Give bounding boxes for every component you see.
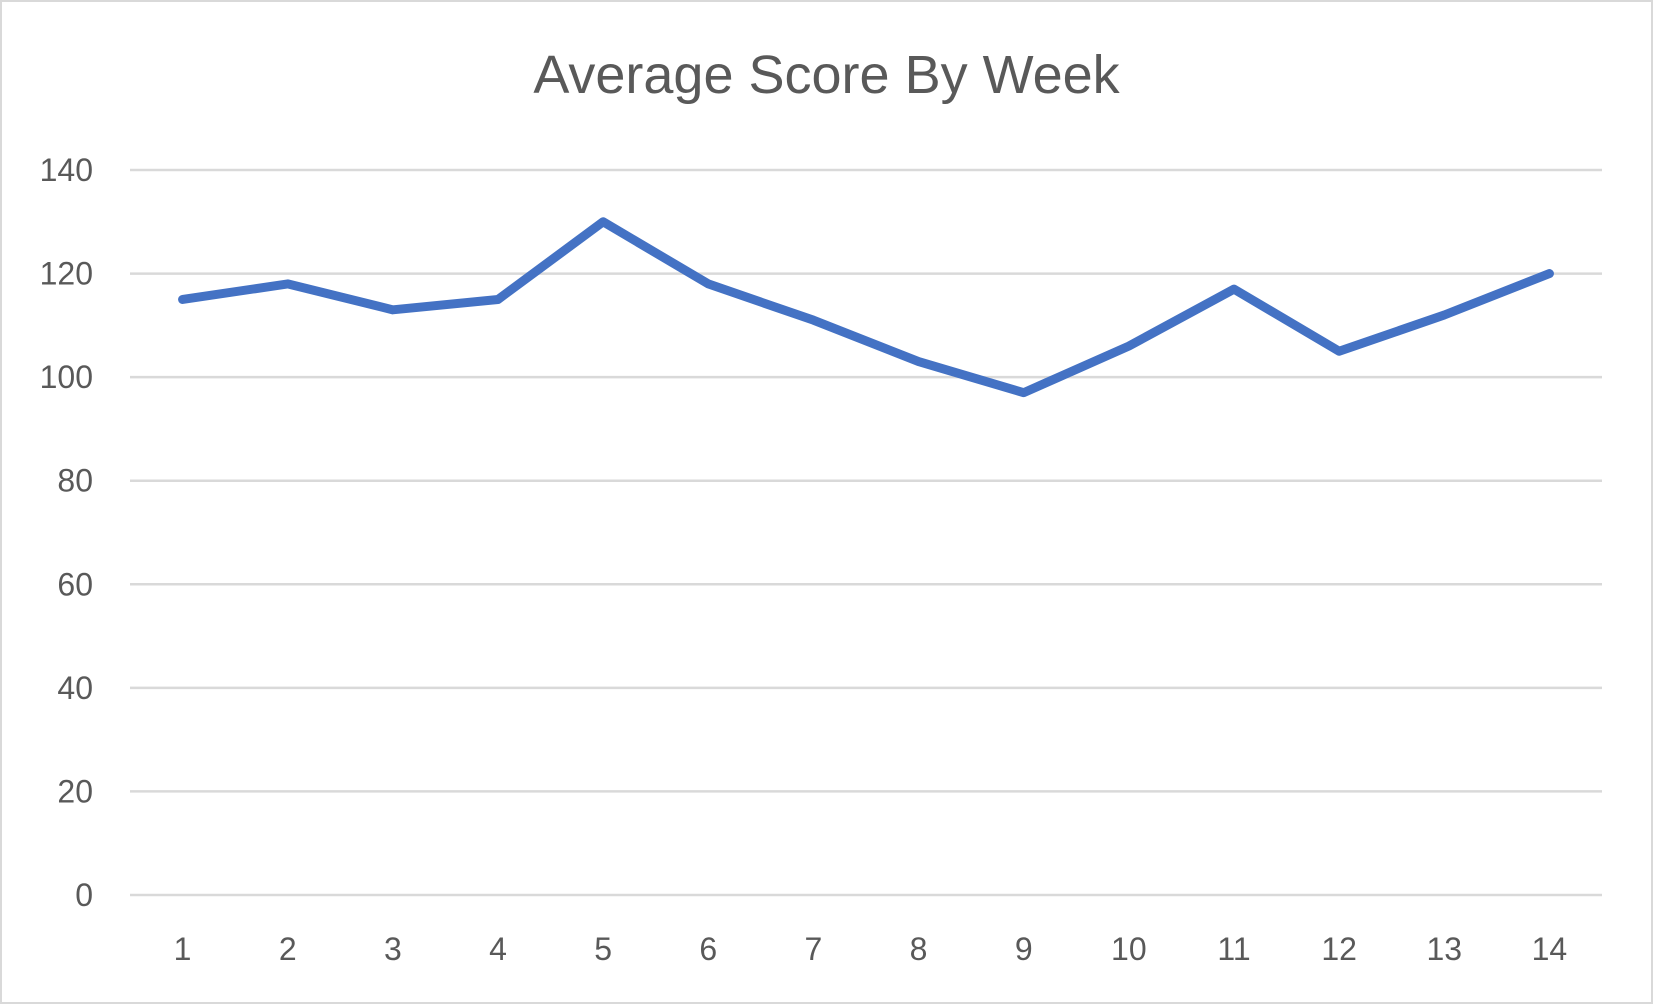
- x-tick-label: 14: [1532, 931, 1568, 967]
- x-tick-label: 10: [1111, 931, 1147, 967]
- y-tick-label: 140: [40, 152, 93, 188]
- gridlines: [130, 168, 1602, 897]
- x-tick-label: 6: [699, 931, 717, 967]
- x-tick-label: 13: [1426, 931, 1462, 967]
- y-tick-label: 120: [40, 256, 93, 292]
- y-tick-label: 40: [57, 670, 93, 706]
- x-tick-label: 7: [805, 931, 823, 967]
- x-tick-label: 2: [279, 931, 297, 967]
- x-tick-label: 12: [1321, 931, 1357, 967]
- y-tick-label: 20: [57, 773, 93, 809]
- x-tick-label: 4: [489, 931, 507, 967]
- x-tick-label: 8: [910, 931, 928, 967]
- x-tick-label: 1: [174, 931, 192, 967]
- y-tick-label: 0: [75, 877, 93, 913]
- series-line: [178, 217, 1554, 398]
- y-tick-label: 100: [40, 359, 93, 395]
- y-tick-label: 80: [57, 463, 93, 499]
- y-tick-label: 60: [57, 566, 93, 602]
- x-axis-tick-labels: 1 2 3 4 5 6 7 8 9 10 11 12 13 14: [174, 931, 1568, 967]
- y-axis-tick-labels: 0 20 40 60 80 100 120 140: [40, 152, 93, 913]
- x-tick-label: 3: [384, 931, 402, 967]
- series-group: [178, 217, 1554, 398]
- chart-title: Average Score By Week: [533, 45, 1120, 105]
- x-tick-label: 9: [1015, 931, 1033, 967]
- x-tick-label: 5: [594, 931, 612, 967]
- x-tick-label: 11: [1217, 931, 1250, 967]
